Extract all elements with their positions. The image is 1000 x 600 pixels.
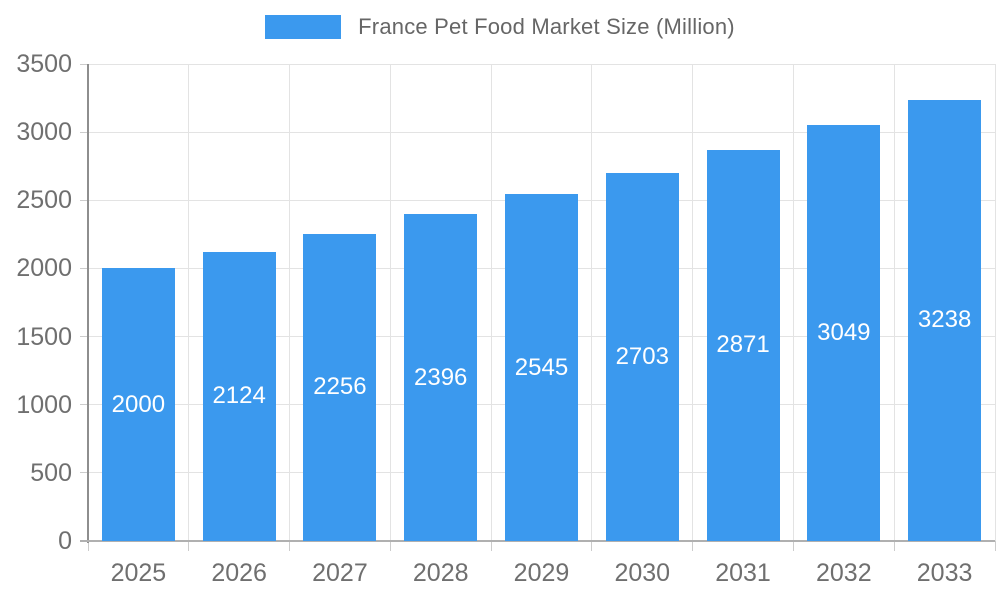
gridline-vertical bbox=[692, 64, 694, 541]
y-axis-tick bbox=[80, 199, 88, 201]
x-axis-tick bbox=[893, 541, 895, 551]
y-axis-line bbox=[87, 64, 89, 543]
gridline-vertical bbox=[289, 64, 291, 541]
y-axis-label: 500 bbox=[30, 458, 72, 487]
bar-value-label: 3049 bbox=[817, 319, 871, 347]
bar-2027[interactable]: 2256 bbox=[303, 233, 377, 541]
y-axis-tick bbox=[80, 336, 88, 338]
y-axis-label: 2000 bbox=[16, 254, 72, 283]
bar-2032[interactable]: 3049 bbox=[807, 125, 881, 541]
x-axis-label-2033: 2033 bbox=[916, 559, 973, 587]
bar-2028[interactable]: 2396 bbox=[404, 214, 478, 541]
bar-value-label: 2545 bbox=[514, 353, 569, 381]
bar-2026[interactable]: 2124 bbox=[202, 251, 276, 541]
gridline-vertical bbox=[188, 64, 190, 541]
x-axis-tick bbox=[188, 541, 190, 551]
gridline-vertical bbox=[591, 64, 593, 541]
y-axis-label: 3000 bbox=[16, 118, 72, 147]
x-axis-label-2026: 2026 bbox=[211, 559, 267, 587]
bar-value-label: 2000 bbox=[111, 390, 166, 418]
y-axis-label: 1000 bbox=[16, 390, 72, 419]
gridline-vertical bbox=[389, 64, 391, 541]
x-axis-label-2028: 2028 bbox=[412, 559, 469, 587]
gridline-vertical bbox=[994, 64, 996, 541]
x-axis-tick bbox=[692, 541, 694, 551]
y-axis-tick bbox=[80, 472, 88, 474]
x-axis-label-2025: 2025 bbox=[110, 559, 167, 587]
y-axis-tick bbox=[80, 63, 88, 65]
bar-2025[interactable]: 2000 bbox=[101, 268, 175, 541]
y-axis-tick bbox=[80, 267, 88, 269]
x-axis-line bbox=[80, 540, 995, 542]
y-axis-label: 0 bbox=[58, 527, 72, 555]
legend-series-label: France Pet Food Market Size (Million) bbox=[358, 14, 735, 39]
bar-value-label: 2396 bbox=[414, 363, 468, 391]
x-axis-tick bbox=[994, 541, 996, 551]
x-axis-label-2032: 2032 bbox=[816, 559, 872, 587]
gridline-horizontal bbox=[88, 131, 995, 133]
bar-value-label: 2124 bbox=[212, 382, 266, 410]
x-axis-tick bbox=[87, 541, 89, 551]
x-axis-tick bbox=[490, 541, 492, 551]
gridline-vertical bbox=[893, 64, 895, 541]
bar-2031[interactable]: 2871 bbox=[706, 149, 780, 541]
x-axis-label-2027: 2027 bbox=[312, 559, 368, 587]
x-axis-label-2030: 2030 bbox=[614, 559, 671, 587]
gridline-vertical bbox=[792, 64, 794, 541]
bar-value-label: 2256 bbox=[313, 373, 367, 401]
x-axis-label-2031: 2031 bbox=[715, 559, 771, 587]
bar-value-label: 2703 bbox=[615, 342, 669, 370]
bar-2029[interactable]: 2545 bbox=[505, 194, 578, 541]
bar-2033[interactable]: 3238 bbox=[908, 99, 982, 541]
x-axis-label-2029: 2029 bbox=[513, 559, 570, 587]
y-axis-label: 1500 bbox=[16, 322, 72, 351]
x-axis-tick bbox=[289, 541, 291, 551]
y-axis-label: 2500 bbox=[16, 186, 72, 215]
y-axis-tick bbox=[80, 404, 88, 406]
bar-2030[interactable]: 2703 bbox=[605, 172, 679, 541]
bar-value-label: 3238 bbox=[917, 306, 972, 334]
bar-value-label: 2871 bbox=[716, 331, 770, 359]
y-axis-label: 3500 bbox=[16, 50, 72, 78]
y-axis-tick bbox=[80, 131, 88, 133]
x-axis-tick bbox=[389, 541, 391, 551]
gridline-horizontal bbox=[88, 63, 995, 65]
x-axis-tick bbox=[591, 541, 593, 551]
legend-swatch-icon bbox=[265, 15, 342, 39]
legend[interactable]: France Pet Food Market Size (Million) bbox=[0, 14, 1000, 40]
x-axis-tick bbox=[792, 541, 794, 551]
gridline-vertical bbox=[490, 64, 492, 541]
